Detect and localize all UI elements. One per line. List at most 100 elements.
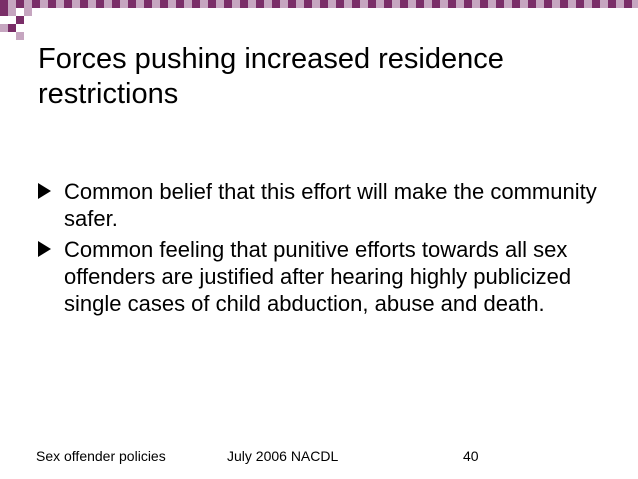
checker-square: [88, 0, 96, 8]
checker-square: [472, 0, 480, 8]
checker-square: [408, 0, 416, 8]
checker-square: [528, 0, 536, 8]
checker-square: [368, 0, 376, 8]
checker-square: [168, 0, 176, 8]
checker-square: [112, 0, 120, 8]
checker-square: [584, 0, 592, 8]
checker-square: [24, 0, 32, 8]
checker-square: [616, 0, 624, 8]
checker-square: [288, 0, 296, 8]
checker-square: [560, 0, 568, 8]
bullet-text: Common feeling that punitive efforts tow…: [64, 237, 572, 316]
checker-square: [120, 0, 128, 8]
footer-date: July 2006 NACDL: [227, 448, 339, 464]
checker-square: [520, 0, 528, 8]
checker-square: [416, 0, 424, 8]
checker-square: [456, 0, 464, 8]
checker-square: [208, 0, 216, 8]
checker-square: [8, 0, 16, 8]
checker-square: [248, 0, 256, 8]
bullet-text: Common belief that this effort will make…: [64, 179, 597, 231]
checker-square: [576, 0, 584, 8]
checker-square: [16, 0, 24, 8]
checker-square: [0, 24, 8, 32]
checker-square: [160, 0, 168, 8]
checker-square: [240, 0, 248, 8]
checker-square: [488, 0, 496, 8]
footer-left: Sex offender policies: [36, 448, 166, 464]
slide-title: Forces pushing increased residence restr…: [38, 43, 504, 110]
checker-square: [536, 0, 544, 8]
checker-square: [632, 0, 638, 8]
checker-square: [440, 0, 448, 8]
checker-square: [96, 0, 104, 8]
checker-square: [312, 0, 320, 8]
checker-square: [184, 0, 192, 8]
checker-square: [280, 0, 288, 8]
bullet-item: Common feeling that punitive efforts tow…: [38, 236, 608, 317]
checker-square: [296, 0, 304, 8]
checker-square: [272, 0, 280, 8]
checker-square: [8, 24, 16, 32]
checker-square: [80, 0, 88, 8]
checker-square: [8, 8, 16, 16]
checker-square: [496, 0, 504, 8]
checker-square: [136, 0, 144, 8]
checker-square: [104, 0, 112, 8]
triangle-bullet-icon: [38, 183, 51, 199]
checker-square: [56, 0, 64, 8]
checker-square: [192, 0, 200, 8]
checker-square: [592, 0, 600, 8]
checker-square: [608, 0, 616, 8]
checker-square: [344, 0, 352, 8]
checker-square: [264, 0, 272, 8]
checker-square: [392, 0, 400, 8]
checker-square: [72, 0, 80, 8]
bullet-list: Common belief that this effort will make…: [38, 178, 608, 321]
checker-square: [512, 0, 520, 8]
checker-square: [376, 0, 384, 8]
checker-square: [48, 0, 56, 8]
checker-square: [336, 0, 344, 8]
checker-square: [144, 0, 152, 8]
checker-square: [32, 0, 40, 8]
checker-square: [504, 0, 512, 8]
checkerboard-banner: [0, 0, 638, 40]
checker-square: [544, 0, 552, 8]
page-number: 40: [463, 448, 479, 464]
checker-square: [352, 0, 360, 8]
checker-square: [200, 0, 208, 8]
checker-square: [0, 0, 8, 8]
checker-square: [152, 0, 160, 8]
checker-square: [128, 0, 136, 8]
checker-square: [320, 0, 328, 8]
checker-square: [40, 0, 48, 8]
checker-square: [328, 0, 336, 8]
bullet-item: Common belief that this effort will make…: [38, 178, 608, 232]
checker-square: [64, 0, 72, 8]
checker-square: [384, 0, 392, 8]
checker-square: [568, 0, 576, 8]
checker-square: [176, 0, 184, 8]
checker-square: [552, 0, 560, 8]
checker-square: [16, 16, 24, 24]
triangle-bullet-icon: [38, 241, 51, 257]
checker-square: [360, 0, 368, 8]
checker-square: [464, 0, 472, 8]
checker-square: [232, 0, 240, 8]
checker-square: [432, 0, 440, 8]
checker-square: [600, 0, 608, 8]
checker-square: [400, 0, 408, 8]
checker-square: [480, 0, 488, 8]
checker-square: [24, 8, 32, 16]
checker-square: [448, 0, 456, 8]
checker-square: [304, 0, 312, 8]
checker-square: [0, 8, 8, 16]
checker-square: [16, 32, 24, 40]
checker-square: [424, 0, 432, 8]
checker-square: [216, 0, 224, 8]
checker-square: [624, 0, 632, 8]
checker-square: [256, 0, 264, 8]
checker-square: [224, 0, 232, 8]
